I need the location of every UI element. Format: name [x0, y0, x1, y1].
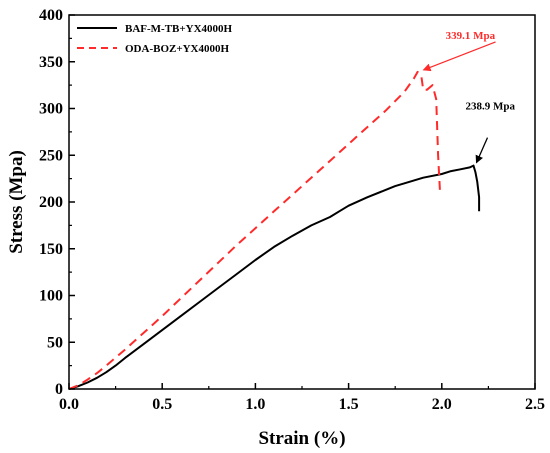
legend-label-baf: BAF-M-TB+YX4000H	[125, 23, 233, 35]
x-tick-label: 2.5	[525, 396, 545, 413]
annotation-black-peak: 238.9 Mpa	[465, 101, 515, 113]
x-tick-label: 0.0	[59, 396, 79, 413]
x-tick-label: 1.0	[245, 396, 265, 413]
x-tick-label: 0.5	[152, 396, 172, 413]
y-tick-label: 0	[55, 381, 63, 398]
series-line-1	[68, 70, 441, 390]
ticks-layer: 0.0 0.5 1.0 1.5 2.0 2.5 0 50 100 150 200 250 300 350 4…	[39, 7, 545, 413]
x-tick-label: 2.0	[432, 396, 452, 413]
y-axis-title: Stress (Mpa)	[6, 150, 27, 254]
y-tick-label: 250	[39, 147, 63, 164]
annotation-arrow-red	[422, 41, 496, 72]
y-tick-label: 350	[39, 54, 63, 71]
y-tick-label: 150	[39, 241, 63, 258]
y-tick-label: 300	[39, 101, 63, 118]
legend: BAF-M-TB+YX4000H ODA-BOZ+YX4000H	[77, 23, 233, 55]
x-axis-title: Strain (%)	[258, 428, 345, 449]
annotation-red-peak: 339.1 Mpa	[446, 30, 496, 42]
plot-frame	[68, 14, 536, 390]
y-tick-label: 50	[47, 334, 63, 351]
series-line-0	[68, 164, 481, 390]
legend-label-oda: ODA-BOZ+YX4000H	[125, 43, 229, 55]
y-tick-label: 100	[39, 288, 63, 305]
y-tick-label: 400	[39, 7, 63, 24]
series-layer	[68, 70, 481, 390]
annotations: 339.1 Mpa 238.9 Mpa	[422, 30, 515, 164]
x-tick-label: 1.5	[339, 396, 359, 413]
annotation-arrow-black	[475, 137, 489, 164]
y-tick-label: 200	[39, 194, 63, 211]
